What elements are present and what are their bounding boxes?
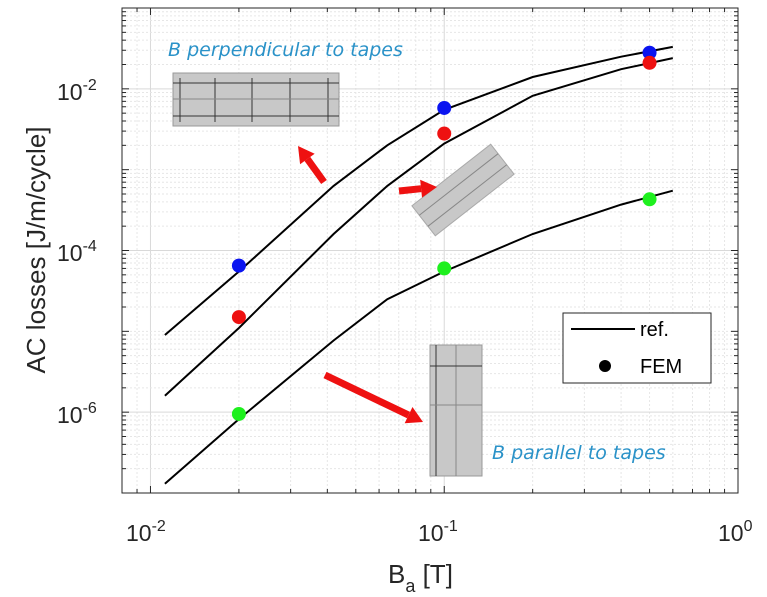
inset-body: [411, 143, 515, 237]
red-arrow: [398, 179, 437, 198]
inset-parallel: [429, 344, 483, 477]
arrow-head: [420, 179, 437, 198]
arrow-shaft: [323, 371, 411, 419]
svg-text:10-2: 10-2: [126, 518, 166, 546]
ref-lines: [164, 45, 674, 485]
fem-marker: [231, 310, 246, 325]
ref-line: [164, 45, 673, 336]
legend: ref. FEM: [562, 312, 712, 384]
svg-text:10-6: 10-6: [57, 400, 97, 428]
ref-line: [164, 57, 674, 397]
y-tick-label: 10-4: [57, 238, 97, 266]
arrow-shaft: [304, 156, 327, 185]
x-axis-title: Ba [T]: [388, 559, 453, 596]
fem-marker: [642, 45, 657, 60]
fem-marker: [437, 261, 452, 276]
inset-perpendicular: [172, 72, 340, 127]
fem-marker: [642, 55, 657, 70]
x-tick-label: 10-2: [126, 518, 166, 546]
legend-marker-swatch: [599, 360, 611, 372]
arrow-shaft: [398, 185, 422, 195]
svg-text:10-4: 10-4: [57, 238, 97, 266]
arrow-head: [298, 146, 315, 165]
red-arrow: [298, 146, 327, 185]
y-tick-label: 10-6: [57, 400, 97, 428]
axes-frame: [121, 7, 739, 494]
fem-marker: [642, 192, 657, 207]
y-axis-title: AC losses [J/m/cycle]: [21, 126, 51, 373]
fem-markers: [231, 45, 657, 421]
y-tick-label: 10-2: [57, 77, 97, 105]
fem-marker: [231, 258, 246, 273]
insets: [172, 72, 515, 477]
fem-marker: [437, 100, 452, 115]
ref-line: [164, 189, 674, 485]
svg-text:100: 100: [718, 518, 753, 546]
arrows: [298, 146, 437, 424]
x-tick-label: 100: [718, 518, 753, 546]
fem-marker: [437, 126, 452, 141]
arrow-head: [404, 406, 423, 424]
inset-divider: [427, 164, 508, 227]
inset-divider: [418, 153, 499, 216]
svg-text:10-1: 10-1: [418, 518, 458, 546]
fem-marker: [231, 406, 246, 421]
legend-label-fem: FEM: [640, 356, 682, 378]
legend-label-ref: ref.: [640, 319, 669, 341]
red-arrow: [323, 371, 423, 424]
annotation-perpendicular: B perpendicular to tapes: [168, 39, 403, 61]
inset-tilted: [411, 143, 515, 237]
svg-text:10-2: 10-2: [57, 77, 97, 105]
annotation-parallel: B parallel to tapes: [492, 442, 666, 464]
x-tick-label: 10-1: [418, 518, 458, 546]
